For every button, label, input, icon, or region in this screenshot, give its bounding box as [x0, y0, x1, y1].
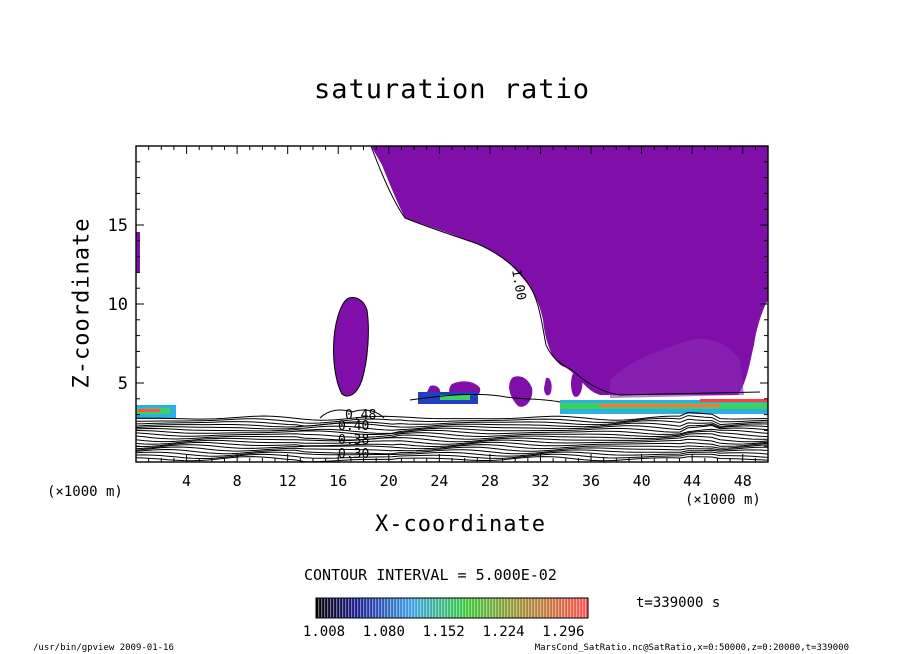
saturated-cell — [544, 377, 552, 396]
contour-label: 0.30 — [338, 447, 369, 462]
x-tick-label: 16 — [329, 472, 347, 490]
contour-line — [136, 424, 768, 434]
colorbar-tick-label: 1.296 — [542, 624, 584, 640]
y-axis-unit: (×1000 m) — [47, 484, 123, 500]
y-tick-label: 15 — [108, 216, 128, 236]
colorbar-tick-label: 1.152 — [423, 624, 465, 640]
supersat-band — [440, 395, 470, 400]
chart-title: saturation ratio — [313, 74, 591, 105]
x-tick-label: 48 — [734, 472, 752, 490]
contour-line — [136, 448, 768, 455]
plot-contents — [136, 146, 768, 462]
colorbar-tick-label: 1.008 — [303, 624, 345, 640]
x-tick-label: 28 — [481, 472, 499, 490]
time-label: t=339000 s — [636, 595, 721, 611]
contour-line — [136, 428, 768, 435]
saturated-cell — [571, 369, 583, 397]
x-tick-label: 32 — [531, 472, 549, 490]
y-tick-label: 5 — [118, 374, 128, 394]
supersat-band — [138, 409, 160, 412]
x-tick-label: 24 — [430, 472, 448, 490]
x-tick-label: 4 — [182, 472, 191, 490]
contour-line — [136, 446, 768, 452]
contour-line — [370, 146, 761, 396]
contour-line — [136, 415, 768, 424]
contour-label: 0.40 — [338, 419, 369, 434]
contour-line — [136, 422, 768, 428]
supersat-band — [600, 404, 720, 407]
supersat-band — [700, 399, 768, 402]
colorbar-frame — [315, 597, 589, 619]
contour-line — [136, 430, 768, 438]
saturated-blob — [333, 297, 369, 397]
colorbar-tick-label: 1.080 — [363, 624, 405, 640]
y-tick-label: 10 — [108, 295, 128, 315]
x-axis-unit: (×1000 m) — [685, 492, 761, 508]
x-tick-label: 12 — [279, 472, 297, 490]
saturated-cell — [509, 376, 533, 407]
x-tick-label: 36 — [582, 472, 600, 490]
saturated-shade — [610, 338, 744, 398]
colorbar-stripes — [316, 598, 588, 618]
contour-line — [136, 418, 768, 427]
contour-line — [319, 409, 385, 419]
contour-line — [136, 441, 768, 448]
contour-line — [333, 297, 369, 397]
contour-label: 0.38 — [338, 433, 369, 448]
x-tick-label: 8 — [233, 472, 242, 490]
colorbar-tick-labels: 1.008 1.080 1.152 1.224 1.296 — [303, 624, 585, 640]
contour-interval-label: CONTOUR INTERVAL = 5.000E-02 — [304, 566, 557, 584]
x-tick-label: 40 — [633, 472, 651, 490]
contour-label: 1.00 — [508, 268, 528, 301]
contour-line — [136, 433, 768, 441]
x-axis-label: X-coordinate — [375, 512, 546, 537]
contour-line — [136, 444, 768, 450]
contour-label: 0.48 — [345, 408, 376, 423]
contour-line — [136, 451, 768, 457]
contour-line — [136, 435, 768, 443]
contour-line — [136, 453, 768, 459]
footer-left: /usr/bin/gpview 2009-01-16 — [33, 643, 174, 653]
contour-lines — [136, 146, 768, 462]
contour-line — [136, 423, 768, 431]
x-tick-label: 20 — [380, 472, 398, 490]
colorbar-tick-label: 1.224 — [482, 624, 524, 640]
contour-line — [409, 393, 561, 403]
contour-line — [136, 411, 768, 421]
x-tick-label: 44 — [683, 472, 701, 490]
footer-right: MarsCond_SatRatio.nc@SatRatio,x=0:50000,… — [534, 643, 849, 653]
saturated-region — [371, 146, 768, 395]
contour-line — [136, 438, 768, 445]
saturated-cell — [136, 232, 140, 272]
